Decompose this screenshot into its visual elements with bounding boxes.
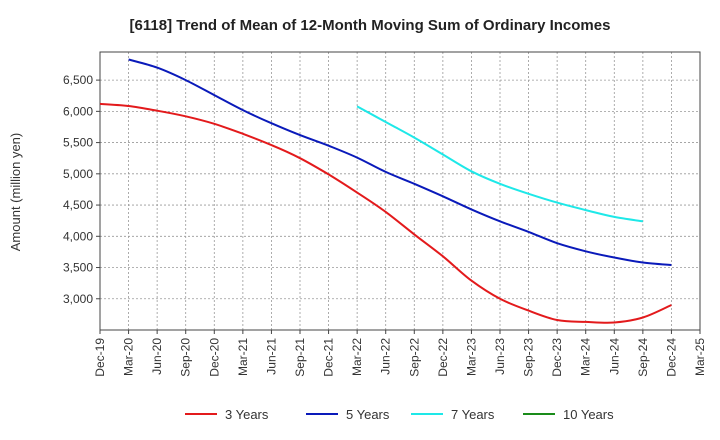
- y-ticks: 3,000 3,500 4,000 4,500 5,000 5,500 6,000 6,500: [63, 73, 100, 306]
- x-tick-label: Dec-20: [207, 338, 221, 377]
- x-tick-label: Mar-21: [236, 338, 250, 376]
- x-tick-label: Dec-24: [664, 338, 678, 377]
- series-line-5-years: [128, 58, 672, 266]
- legend: 3 Years 5 Years 7 Years 10 Years: [185, 407, 614, 422]
- x-tick-label: Sep-20: [179, 338, 193, 377]
- series-line-7-years: [356, 105, 644, 223]
- legend-label-5-years: 5 Years: [346, 407, 390, 422]
- x-tick-label: Dec-19: [93, 338, 107, 377]
- plot-frame: [99, 51, 701, 331]
- x-tick-label: Mar-23: [464, 338, 478, 376]
- x-tick-label: Jun-20: [150, 338, 164, 375]
- y-axis-label: Amount (million yen): [8, 133, 23, 252]
- x-tick-label: Jun-24: [607, 338, 621, 375]
- x-tick-label: Jun-22: [379, 338, 393, 375]
- legend-label-10-years: 10 Years: [563, 407, 614, 422]
- x-tick-label: Sep-21: [293, 338, 307, 377]
- series-lines: [99, 58, 672, 324]
- y-tick-label: 4,500: [63, 198, 93, 212]
- legend-label-7-years: 7 Years: [451, 407, 495, 422]
- x-tick-label: Dec-23: [550, 338, 564, 377]
- x-tick-label: Sep-24: [636, 338, 650, 377]
- series-line-3-years: [99, 102, 672, 324]
- y-tick-label: 3,500: [63, 261, 93, 275]
- y-tick-label: 3,000: [63, 292, 93, 306]
- x-tick-label: Dec-22: [436, 338, 450, 377]
- chart-title: [6118] Trend of Mean of 12-Month Moving …: [130, 17, 611, 34]
- x-tick-label: Jun-21: [264, 338, 278, 375]
- y-tick-label: 4,000: [63, 229, 93, 243]
- y-tick-label: 5,000: [63, 167, 93, 181]
- y-tick-label: 6,500: [63, 73, 93, 87]
- x-tick-label: Sep-22: [407, 338, 421, 377]
- x-tick-label: Jun-23: [493, 338, 507, 375]
- x-tick-label: Sep-23: [522, 338, 536, 377]
- legend-label-3-years: 3 Years: [225, 407, 269, 422]
- x-tick-label: Mar-20: [122, 338, 136, 376]
- x-tick-label: Mar-24: [579, 338, 593, 376]
- y-tick-label: 6,000: [63, 104, 93, 118]
- x-tick-label: Mar-22: [350, 338, 364, 376]
- x-tick-label: Dec-21: [322, 338, 336, 377]
- x-tick-label: Mar-25: [693, 338, 707, 376]
- x-ticks: Dec-19 Mar-20 Jun-20 Sep-20 Dec-20 Mar-21 Jun-…: [93, 330, 707, 377]
- y-tick-label: 5,500: [63, 136, 93, 150]
- grid: [100, 52, 700, 330]
